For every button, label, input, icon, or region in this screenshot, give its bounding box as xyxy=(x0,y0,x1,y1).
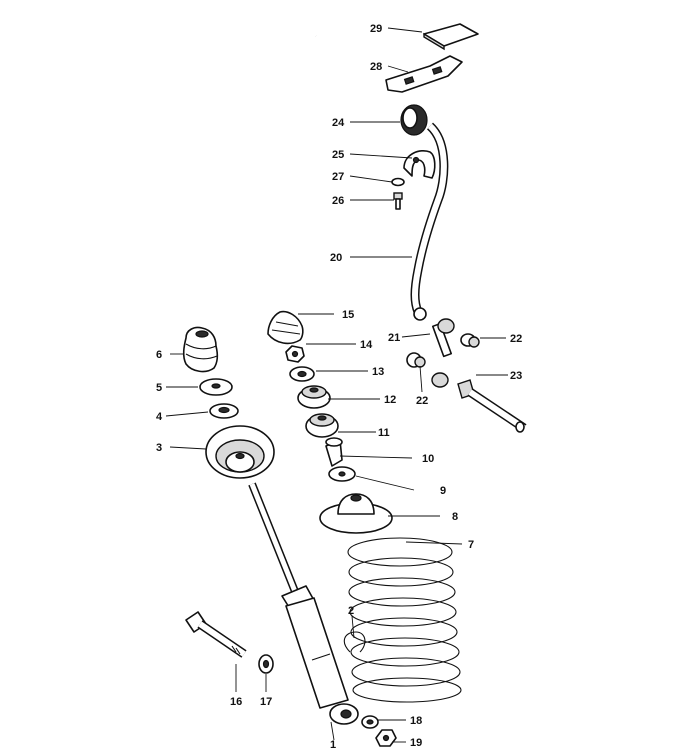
callout-17: 17 xyxy=(260,696,272,708)
part-28-bracket xyxy=(385,55,463,93)
callout-3: 3 xyxy=(156,442,162,454)
part-3-spring-plate xyxy=(205,425,275,479)
part-5-rubber-washer xyxy=(199,378,233,396)
callout-4: 4 xyxy=(156,411,163,423)
leader-lines xyxy=(165,27,508,743)
callout-19: 19 xyxy=(410,737,422,748)
part-12-rubber-mount xyxy=(297,385,331,409)
callout-15: 15 xyxy=(342,309,354,321)
callout-16: 16 xyxy=(230,696,242,708)
part-1-shock-absorber xyxy=(248,482,359,725)
part-20-stabilizer-bar xyxy=(314,33,449,321)
part-8-spring-seat xyxy=(319,493,393,534)
part-10-spacer-sleeve xyxy=(325,437,343,467)
callout-27: 27 xyxy=(332,171,344,183)
callout-6: 6 xyxy=(156,349,162,361)
part-17-washer xyxy=(258,654,274,674)
part-21-link xyxy=(431,318,455,388)
part-29-plate xyxy=(423,23,479,51)
part-24-bushing xyxy=(400,104,428,136)
callout-21: 21 xyxy=(388,332,400,344)
callout-2: 2 xyxy=(348,605,354,617)
callout-14: 14 xyxy=(360,339,373,351)
part-13-washer xyxy=(289,366,315,382)
callout-11: 11 xyxy=(378,427,390,439)
part-16-bolt xyxy=(185,611,247,658)
callout-9: 9 xyxy=(440,485,446,497)
part-22-bushing-upper xyxy=(460,333,480,348)
callout-7: 7 xyxy=(468,539,474,551)
callout-10: 10 xyxy=(422,453,434,465)
part-7-coil-spring xyxy=(347,537,462,703)
part-9-washer xyxy=(328,466,356,482)
part-18-washer xyxy=(361,715,379,729)
part-11-rubber-mount xyxy=(305,413,339,438)
callout-13: 13 xyxy=(372,366,384,378)
callout-25: 25 xyxy=(332,149,344,161)
callout-1: 1 xyxy=(330,739,336,748)
callout-5: 5 xyxy=(156,382,162,394)
callout-28: 28 xyxy=(370,61,382,73)
callout-24: 24 xyxy=(332,117,345,129)
callout-8: 8 xyxy=(452,511,458,523)
part-14-nut xyxy=(285,345,305,363)
callout-12: 12 xyxy=(384,394,396,406)
part-4-washer xyxy=(209,403,239,419)
callout-23: 23 xyxy=(510,370,522,382)
part-23-bolt xyxy=(457,379,527,433)
callout-29: 29 xyxy=(370,23,382,35)
callout-22-lower: 22 xyxy=(416,395,428,407)
part-22-bushing-lower xyxy=(406,352,426,368)
part-25-clamp xyxy=(403,150,436,179)
callout-22-upper: 22 xyxy=(510,333,522,345)
part-26-bolt xyxy=(393,192,403,210)
part-6-bump-stop xyxy=(182,326,219,373)
callout-26: 26 xyxy=(332,195,344,207)
part-27-washer xyxy=(391,177,405,187)
part-19-nut xyxy=(375,729,397,747)
callout-18: 18 xyxy=(410,715,422,727)
callout-20: 20 xyxy=(330,252,342,264)
part-2-circlip xyxy=(343,631,366,653)
part-15-dust-boot xyxy=(267,310,304,345)
